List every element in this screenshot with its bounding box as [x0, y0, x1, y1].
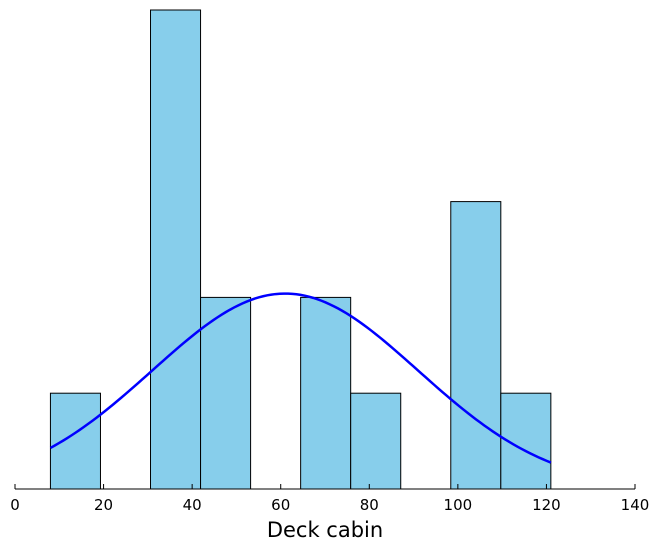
x-axis-label: Deck cabin [267, 518, 383, 542]
histogram-bar [49, 392, 101, 490]
x-tick-label: 120 [532, 496, 561, 514]
x-tick-label: 100 [444, 496, 473, 514]
histogram-bar [450, 201, 502, 490]
x-tick-label: 20 [94, 496, 113, 514]
histogram-bar [200, 296, 252, 490]
histogram-bar [300, 296, 352, 490]
x-tick-label: 0 [10, 496, 20, 514]
histogram-bar [350, 392, 402, 490]
x-tick-label: 40 [183, 496, 202, 514]
x-tick-label: 60 [271, 496, 290, 514]
x-axis-ticks: 0 20 40 60 80 100 120 140 [10, 484, 649, 514]
density-curve [49, 292, 552, 464]
histogram-bar [150, 9, 202, 490]
histogram-bars [49, 9, 552, 490]
x-tick-label: 80 [360, 496, 379, 514]
x-tick-label: 140 [621, 496, 650, 514]
